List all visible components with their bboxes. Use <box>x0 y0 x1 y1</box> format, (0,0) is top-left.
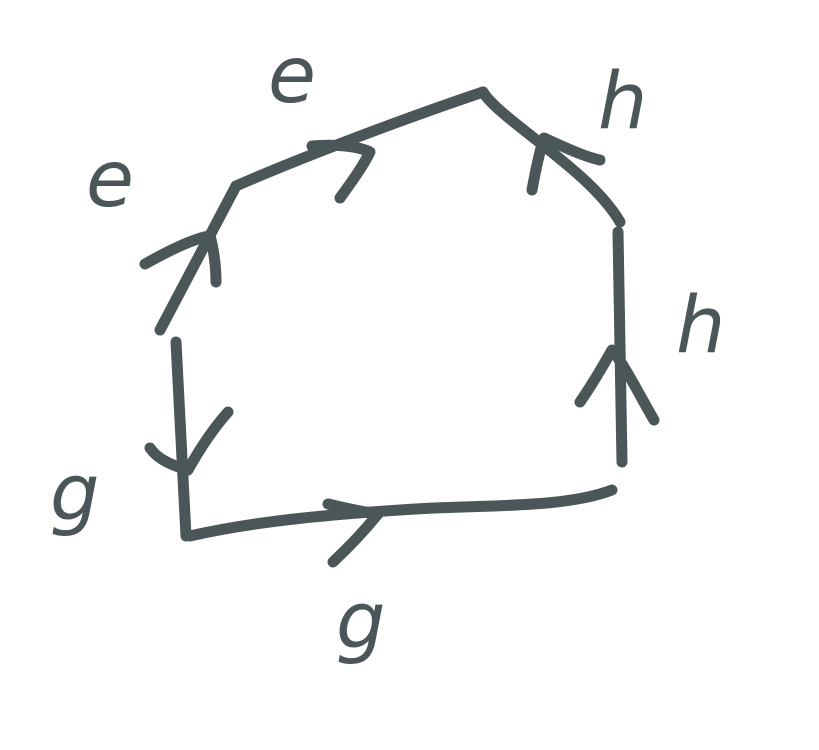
arrow-down-icon <box>144 406 234 476</box>
arrow-right-icon-bottom <box>322 498 384 568</box>
arrow-up-left-icon <box>526 132 606 196</box>
edge-top-left <box>230 86 489 192</box>
arrow-up-right-icon <box>139 230 222 288</box>
edge-label-g-left: g <box>50 449 100 539</box>
edge-label-h-top-right: h <box>598 57 647 147</box>
arrow-right-icon <box>306 139 376 204</box>
edge-label-e-top: e <box>268 31 316 121</box>
edge-left-lower <box>170 336 192 542</box>
edge-labels: e e h h g g <box>50 31 725 667</box>
arrowheads <box>139 132 660 568</box>
edge-label-e-left: e <box>86 135 134 225</box>
arrow-up-icon <box>574 344 660 426</box>
edge-bottom <box>184 484 618 542</box>
edge-right <box>612 226 628 468</box>
edge-label-h-right: h <box>676 281 725 371</box>
polygon-outline <box>154 86 628 542</box>
edge-left-upper <box>154 180 242 336</box>
edge-label-g-bottom: g <box>336 577 386 667</box>
